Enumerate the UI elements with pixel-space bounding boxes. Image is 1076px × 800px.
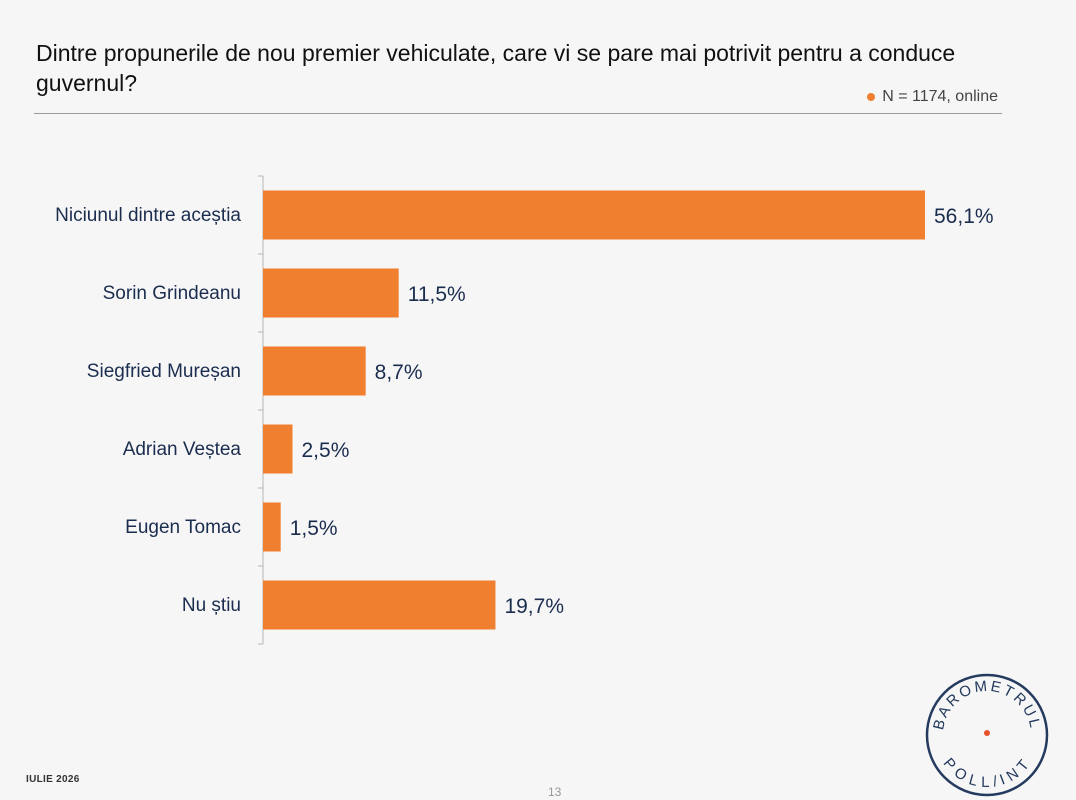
sample-dot-icon bbox=[867, 93, 876, 101]
page-number: 13 bbox=[548, 785, 562, 799]
category-label: Adrian Veștea bbox=[123, 439, 242, 460]
category-label: Niciunul dintre aceștia bbox=[55, 205, 241, 226]
bar bbox=[263, 424, 293, 474]
sample-note: N = 1174, online bbox=[867, 88, 998, 106]
bar bbox=[263, 268, 399, 318]
bar bbox=[263, 580, 496, 630]
value-label: 56,1% bbox=[934, 205, 994, 228]
chart-title: Dintre propunerile de nou premier vehicu… bbox=[36, 40, 956, 96]
category-label: Sorin Grindeanu bbox=[103, 283, 241, 304]
category-label: Eugen Tomac bbox=[125, 517, 241, 538]
category-label: Nu știu bbox=[182, 595, 241, 616]
bar bbox=[263, 502, 281, 552]
logo-ring bbox=[925, 673, 1049, 797]
bar bbox=[263, 346, 366, 396]
category-label: Siegfried Mureșan bbox=[87, 361, 241, 382]
value-label: 2,5% bbox=[302, 439, 350, 462]
logo-dot-icon bbox=[984, 730, 990, 736]
logo-top-text: BAROMETRUL bbox=[930, 678, 1044, 732]
bar bbox=[263, 190, 925, 240]
value-label: 11,5% bbox=[408, 283, 466, 306]
title-divider bbox=[34, 113, 1002, 114]
barometrul-logo: BAROMETRUL POLL/INT bbox=[925, 673, 1049, 797]
value-label: 19,7% bbox=[504, 595, 564, 618]
value-label: 1,5% bbox=[290, 517, 338, 540]
sample-note-text: N = 1174, online bbox=[882, 88, 998, 105]
footer-date: IULIE 2026 bbox=[26, 774, 80, 785]
value-label: 8,7% bbox=[375, 361, 423, 384]
